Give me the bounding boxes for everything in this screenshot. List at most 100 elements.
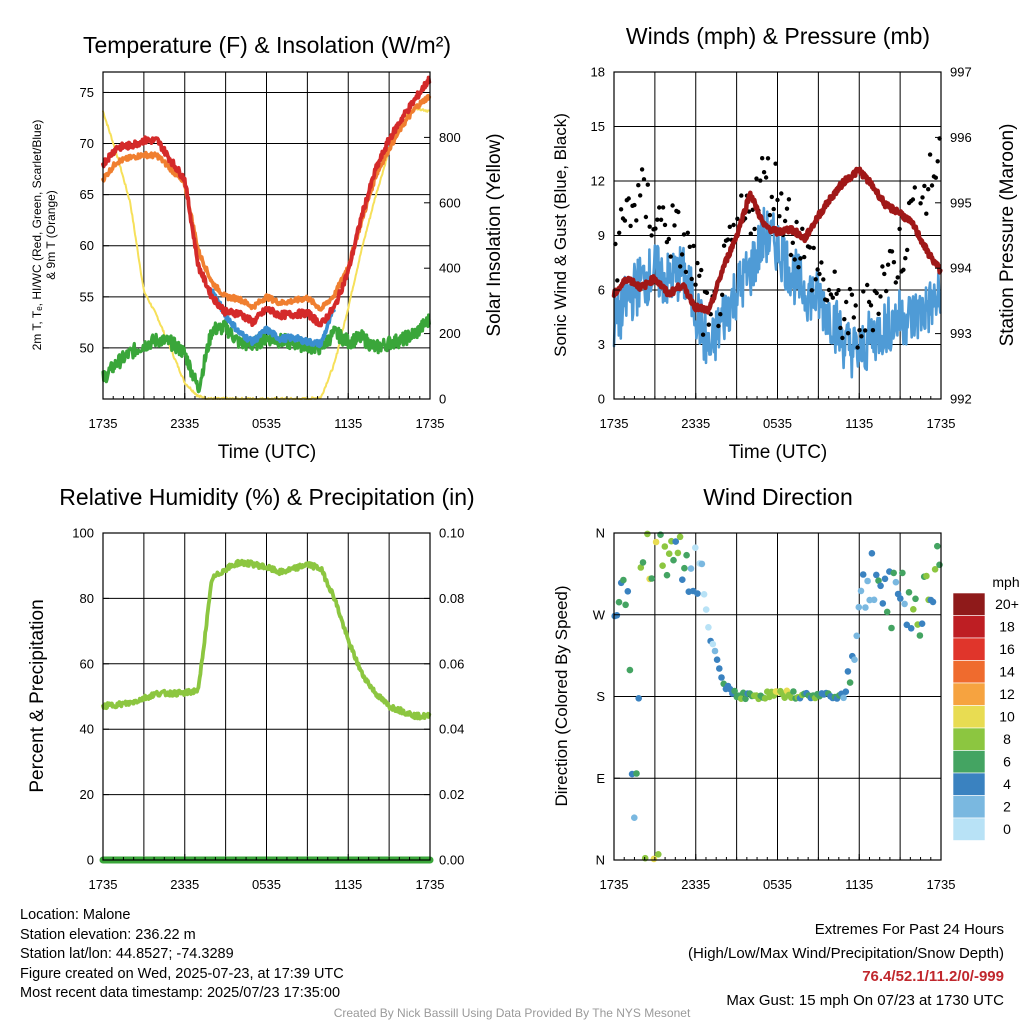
gust-point [912,185,917,190]
gust-point [725,237,731,242]
gust-point [672,223,677,228]
x-tick-label: 1735 [416,416,445,431]
wind-ylabel: Sonic Wind & Gust (Blue, Black) [551,113,570,357]
gust-point [754,176,759,181]
y2-tick-label: 994 [950,261,972,276]
gust-point [800,226,805,231]
gust-point [924,211,929,216]
x-tick-label: 1135 [334,416,362,431]
gust-point [679,252,685,257]
direction-point [613,612,621,619]
x-tick-label: 1735 [927,416,956,431]
y-tick-label: 70 [80,136,94,151]
gust-point [794,219,799,225]
direction-point [842,688,850,695]
gust-point [658,217,664,222]
wind-direction-chart-title: Wind Direction [703,484,853,510]
wind-xlabel: Time (UTC) [729,442,828,463]
gust-point [855,345,860,350]
direction-point [622,601,629,609]
gust-point [761,170,767,175]
x-tick-label: 1735 [927,877,956,892]
gust-point [687,244,692,249]
colorbar-label: 8 [1003,731,1011,747]
x-tick-label: 1135 [845,877,873,892]
direction-point [873,571,880,579]
station-info: Location: Malone Station elevation: 236.… [20,906,344,1004]
direction-point [631,814,638,821]
direction-point [931,566,939,573]
gust-point [842,317,847,322]
direction-point [742,695,749,703]
direction-point [844,668,852,675]
y-tick-label: 55 [80,289,94,304]
y-tick-label: 40 [80,722,94,737]
direction-point [901,600,908,608]
y2-tick-label: 0.08 [439,591,464,606]
direction-point [879,600,887,607]
direction-point [679,576,686,583]
gust-point [660,205,666,210]
gust-point [796,265,801,270]
direction-point [702,606,710,613]
temperature-axes: 1735 2335 0535 1135 1735 50 55 60 65 70 75 0 200 400 6… [80,85,461,431]
gust-point [845,331,851,336]
gust-point [903,256,908,261]
y-tick-label: 3 [598,337,605,352]
direction-point [637,564,645,571]
direction-point [890,569,897,577]
gust-point [731,222,736,228]
gust-point [786,197,792,202]
y-tick-label: 0 [87,853,94,868]
gust-point [618,207,624,212]
direction-point [897,595,904,602]
direction-point [676,533,684,541]
x-tick-label: 1735 [89,877,118,892]
colorbar-swatch [952,592,986,616]
direction-point [665,550,673,557]
y2-tick-label: 200 [439,326,461,341]
x-tick-label: 1735 [416,877,445,892]
gust-point [693,282,698,287]
gust-point [927,152,933,157]
colorbar-label: 2 [1003,799,1011,815]
station-location: Location: Malone [20,907,131,923]
y-tick-label: 9 [598,228,605,243]
gust-point [929,183,935,188]
wind-direction-ylabel: Direction (Colored By Speed) [552,585,571,806]
humidity-panel: Relative Humidity (%) & Precipitation (i… [27,484,475,892]
direction-point [718,674,725,681]
x-tick-label: 1135 [334,877,362,892]
temperature-panel: Temperature (F) & Insolation (W/m²) 1735… [30,32,505,463]
gust-point [891,260,897,265]
humidity-chart-title: Relative Humidity (%) & Precipitation (i… [59,484,474,510]
y-tick-label: 60 [80,238,94,253]
colorbar-label: 6 [1003,754,1011,770]
gust-point [716,323,721,329]
gust-point [647,224,652,229]
colorbar-label: 4 [1003,776,1011,792]
gust-point [895,275,900,280]
gust-point [844,299,849,305]
gust-point [802,254,807,260]
humidity-axes: 1735 2335 0535 1135 1735 0 20 40 60 80 100 0.00 0.02… [72,526,464,893]
gust-point [748,231,753,236]
y-tick-label: 20 [80,787,94,802]
gust-point [622,218,628,223]
y-tick-label: W [593,607,606,622]
direction-point [790,688,797,695]
gust-point [830,295,835,300]
colorbar-label: 16 [999,641,1015,657]
y2-tick-label: 992 [950,392,972,407]
gust-point [905,247,910,253]
gust-point [813,277,818,282]
y-tick-label: 65 [80,187,94,202]
gust-point [735,216,740,221]
y-tick-label: 15 [591,119,605,134]
direction-point [883,608,891,616]
direction-point [923,572,930,580]
x-tick-label: 0535 [252,877,281,892]
x-tick-label: 1135 [845,416,873,431]
x-tick-label: 2335 [170,416,199,431]
